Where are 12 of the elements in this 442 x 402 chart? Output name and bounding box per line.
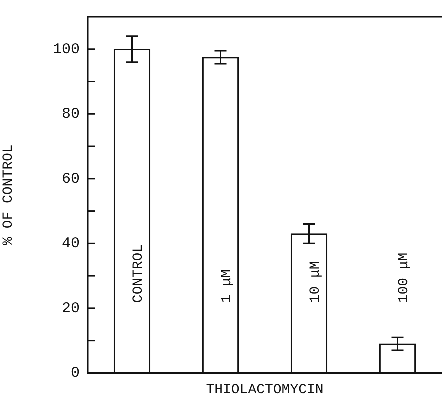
y-tick-label: 20	[62, 300, 80, 318]
y-tick-label: 100	[52, 41, 80, 58]
x-tick-label: 1 μM	[219, 270, 236, 304]
y-tick-label: 0	[70, 365, 80, 382]
y-tick-label: 60	[62, 170, 80, 188]
y-tick-label: 40	[62, 236, 80, 253]
y-tick-label: 80	[62, 106, 80, 124]
x-tick-label: 100 μM	[396, 252, 412, 304]
y-axis-title: % OF CONTROL	[1, 144, 18, 246]
x-axis-title: THIOLACTOMYCIN	[206, 382, 324, 398]
x-tick-label: 10 μM	[308, 261, 324, 304]
x-tick-label: CONTROL	[130, 244, 147, 304]
